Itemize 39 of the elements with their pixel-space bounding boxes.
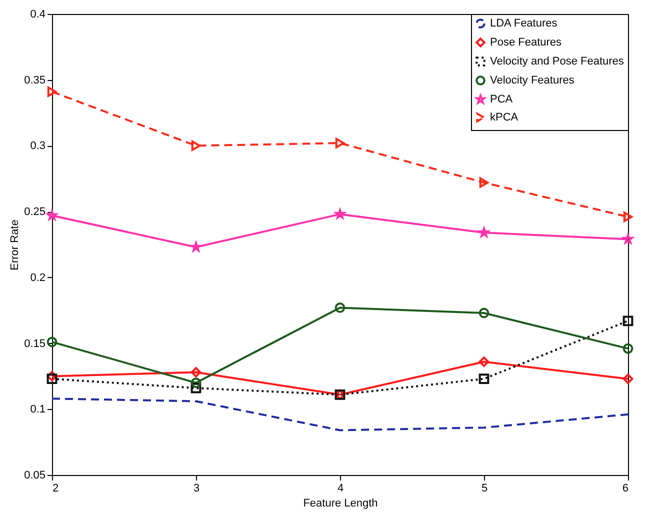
y-tick-label: 0.2 [30,272,46,284]
point [47,86,57,97]
x-tick-label: 3 [193,482,200,494]
y-tick-label: 0.15 [24,338,46,350]
point [191,140,201,151]
y-tick-label: 0.4 [30,8,46,20]
y-axis-title: Error Rate [9,220,22,270]
point [190,378,202,388]
point [622,343,634,354]
point [46,374,58,384]
point [190,382,202,394]
y-tick-label: 0.1 [30,404,46,416]
y-tick-label: 0.3 [30,140,46,152]
point [479,177,489,188]
y-tick-label: 0.05 [24,470,46,482]
x-tick-label: 2 [52,482,59,494]
x-axis-title: Feature Length [303,498,378,510]
legend-label: PCA [490,94,514,106]
point [478,374,490,384]
x-tick-label: 6 [622,482,628,494]
legend-label: LDA Features [490,18,558,30]
point [622,316,634,326]
x-tick-label: 5 [481,482,488,494]
point [478,308,490,318]
point [46,336,58,348]
point [190,367,202,378]
legend-label: Velocity Features [490,74,575,86]
legend-label: kPCA [490,112,519,124]
legend-label: Velocity and Pose Features [490,56,624,68]
point [334,302,346,313]
legend-label: Pose Features [490,36,562,48]
y-tick-label: 0.35 [24,74,46,86]
point [623,212,633,222]
line-series [51,398,629,432]
point [478,356,490,367]
point [622,374,634,384]
point [335,138,345,148]
x-tick-label: 4 [337,482,344,494]
y-tick-label: 0.25 [24,206,46,218]
